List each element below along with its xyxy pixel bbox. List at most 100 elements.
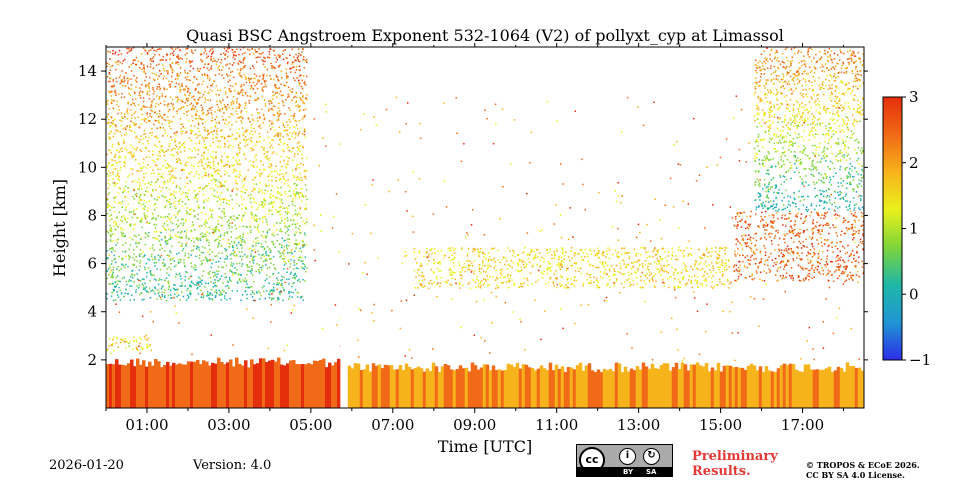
heatmap-cell bbox=[279, 132, 282, 135]
heatmap-cell bbox=[178, 141, 181, 144]
heatmap-cell bbox=[292, 117, 295, 120]
heatmap-cell bbox=[285, 99, 287, 101]
heatmap-cell bbox=[191, 106, 194, 109]
heatmap-cell bbox=[198, 160, 201, 163]
heatmap-cell bbox=[207, 99, 209, 101]
heatmap-cell bbox=[836, 62, 839, 65]
heatmap-cell bbox=[243, 179, 246, 181]
heatmap-cell bbox=[272, 109, 274, 111]
heatmap-cell bbox=[303, 263, 306, 266]
heatmap-cell bbox=[114, 299, 117, 301]
heatmap-cell bbox=[821, 229, 823, 231]
heatmap-cell bbox=[305, 170, 308, 172]
heatmap-cell bbox=[117, 192, 120, 194]
heatmap-cell bbox=[256, 117, 259, 120]
heatmap-cell bbox=[713, 370, 718, 408]
heatmap-cell bbox=[127, 152, 129, 154]
heatmap-cell bbox=[280, 155, 283, 158]
heatmap-cell bbox=[135, 291, 137, 293]
heatmap-cell bbox=[238, 152, 241, 154]
heatmap-cell bbox=[279, 139, 281, 141]
heatmap-cell bbox=[179, 118, 182, 120]
heatmap-cell bbox=[283, 268, 285, 270]
heatmap-cell bbox=[162, 262, 164, 264]
heatmap-cell bbox=[826, 222, 828, 225]
heatmap-cell bbox=[845, 82, 848, 85]
heatmap-cell bbox=[773, 261, 776, 264]
heatmap-cell bbox=[216, 168, 219, 171]
heatmap-cell bbox=[203, 126, 206, 129]
heatmap-cell bbox=[276, 172, 279, 175]
heatmap-cell bbox=[205, 361, 209, 408]
heatmap-cell bbox=[255, 215, 257, 217]
heatmap-cell bbox=[108, 337, 111, 340]
heatmap-cell bbox=[812, 369, 817, 408]
heatmap-cell bbox=[196, 67, 199, 70]
heatmap-cell bbox=[210, 214, 213, 216]
heatmap-cell bbox=[784, 80, 786, 83]
heatmap-cell bbox=[299, 92, 302, 94]
heatmap-cell bbox=[152, 169, 154, 171]
heatmap-cell bbox=[200, 283, 203, 285]
heatmap-cell bbox=[835, 269, 838, 272]
heatmap-cell bbox=[218, 242, 220, 245]
heatmap-cell bbox=[850, 183, 852, 186]
heatmap-cell bbox=[229, 222, 231, 225]
heatmap-cell bbox=[158, 235, 160, 237]
heatmap-cell bbox=[257, 56, 259, 58]
heatmap-cell bbox=[219, 61, 222, 64]
heatmap-cell bbox=[816, 239, 818, 241]
heatmap-cell bbox=[142, 208, 145, 210]
heatmap-cell bbox=[177, 211, 179, 213]
heatmap-cell bbox=[239, 142, 241, 144]
heatmap-cell bbox=[250, 164, 253, 166]
heatmap-cell bbox=[844, 101, 846, 104]
heatmap-cell bbox=[261, 266, 263, 269]
heatmap-cell bbox=[189, 79, 192, 82]
heatmap-cell bbox=[791, 144, 794, 146]
heatmap-cell bbox=[261, 87, 264, 89]
heatmap-cell bbox=[170, 136, 172, 138]
heatmap-cell bbox=[252, 244, 254, 247]
heatmap-cell bbox=[219, 278, 221, 280]
heatmap-cell bbox=[121, 234, 123, 237]
heatmap-cell bbox=[207, 129, 209, 132]
heatmap-cell bbox=[794, 223, 796, 226]
heatmap-cell bbox=[137, 137, 139, 140]
heatmap-cell bbox=[261, 206, 264, 209]
heatmap-cell bbox=[192, 81, 194, 84]
heatmap-cell bbox=[635, 366, 640, 408]
heatmap-cell bbox=[216, 276, 218, 278]
heatmap-cell bbox=[110, 295, 113, 298]
heatmap-cell bbox=[204, 47, 206, 50]
heatmap-cell bbox=[747, 223, 750, 226]
heatmap-cell bbox=[280, 178, 282, 180]
heatmap-cell bbox=[165, 243, 168, 245]
heatmap-cell bbox=[827, 366, 832, 408]
heatmap-cell bbox=[754, 262, 757, 265]
heatmap-cell bbox=[153, 90, 156, 93]
heatmap-cell bbox=[110, 90, 113, 93]
heatmap-cell bbox=[190, 281, 193, 283]
heatmap-cell bbox=[256, 263, 258, 265]
heatmap-cell bbox=[263, 81, 266, 84]
heatmap-cell bbox=[201, 160, 203, 162]
heatmap-cell bbox=[231, 271, 234, 274]
heatmap-cell bbox=[813, 269, 815, 271]
heatmap-cell bbox=[277, 79, 280, 82]
heatmap-cell bbox=[736, 238, 738, 240]
heatmap-cell bbox=[220, 159, 222, 161]
heatmap-cell bbox=[155, 102, 158, 105]
heatmap-cell bbox=[201, 118, 203, 121]
heatmap-cell bbox=[765, 121, 768, 123]
heatmap-cell bbox=[190, 108, 193, 111]
heatmap-cell bbox=[764, 232, 767, 235]
heatmap-cell bbox=[173, 293, 176, 296]
heatmap-cell bbox=[855, 191, 858, 193]
heatmap-cell bbox=[156, 298, 158, 300]
heatmap-cell bbox=[252, 52, 255, 55]
heatmap-cell bbox=[861, 266, 864, 268]
heatmap-cell bbox=[771, 259, 774, 261]
heatmap-cell bbox=[160, 367, 164, 408]
heatmap-cell bbox=[201, 232, 204, 235]
